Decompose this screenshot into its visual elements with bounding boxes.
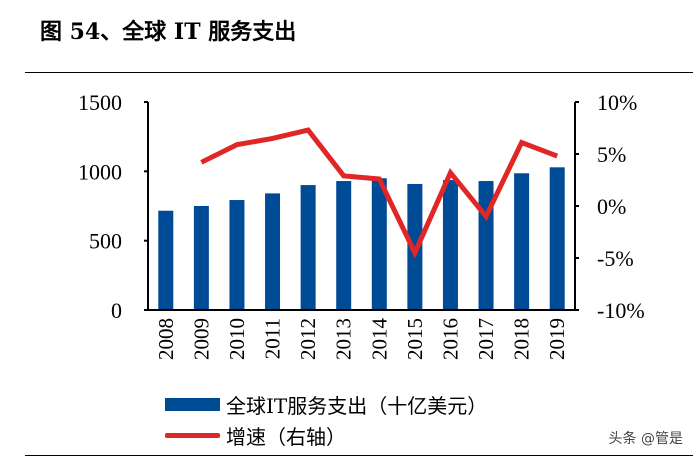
- right-tick-label--5%: -5%: [597, 246, 634, 271]
- left-tick-label-1000: 1000: [78, 159, 122, 184]
- top-rule: [25, 72, 693, 73]
- bar-2018: [514, 173, 530, 310]
- legend-label-line: 增速（右轴）: [226, 425, 346, 449]
- bar-2019: [549, 167, 565, 310]
- watermark: 头条 @管是: [608, 431, 683, 447]
- legend-label-bar: 全球IT服务支出（十亿美元）: [226, 394, 488, 418]
- legend-swatch-bar: [165, 398, 220, 411]
- x-tick-label-2014: 2014: [367, 318, 391, 361]
- x-tick-label-2016: 2016: [438, 318, 462, 360]
- x-tick-label-2010: 2010: [225, 318, 249, 360]
- x-tick-label-2013: 2013: [332, 318, 356, 360]
- legend-item-line: 增速（右轴）: [165, 421, 346, 450]
- bottom-rule: [25, 455, 693, 456]
- right-tick-label-10%: 10%: [597, 90, 637, 115]
- x-tick-label-2015: 2015: [403, 318, 427, 360]
- x-tick-label-2009: 2009: [189, 318, 213, 360]
- left-tick-label-500: 500: [89, 229, 122, 254]
- chart-title: 图 54、全球 IT 服务支出: [40, 19, 297, 45]
- legend-item-bar: 全球IT服务支出（十亿美元）: [165, 390, 487, 419]
- legend-swatch-line: [165, 433, 220, 438]
- right-tick-label--10%: -10%: [597, 298, 645, 323]
- left-tick-label-1500: 1500: [78, 90, 122, 115]
- x-tick-label-2019: 2019: [545, 318, 569, 360]
- bar-2014: [371, 178, 387, 310]
- bar-2013: [336, 181, 352, 310]
- bar-2011: [265, 193, 281, 310]
- right-tick-label-5%: 5%: [597, 142, 626, 167]
- right-tick-label-0%: 0%: [597, 194, 626, 219]
- x-tick-label-2008: 2008: [154, 318, 178, 360]
- bar-2016: [442, 180, 458, 310]
- bar-2008: [158, 210, 174, 310]
- x-tick-label-2011: 2011: [261, 318, 285, 359]
- x-tick-label-2017: 2017: [474, 318, 498, 360]
- x-tick-label-2012: 2012: [296, 318, 320, 360]
- x-tick-label-2018: 2018: [510, 318, 534, 360]
- bar-2009: [193, 206, 209, 310]
- bar-2012: [300, 185, 316, 310]
- bar-2010: [229, 200, 245, 310]
- left-tick-label-0: 0: [111, 298, 122, 323]
